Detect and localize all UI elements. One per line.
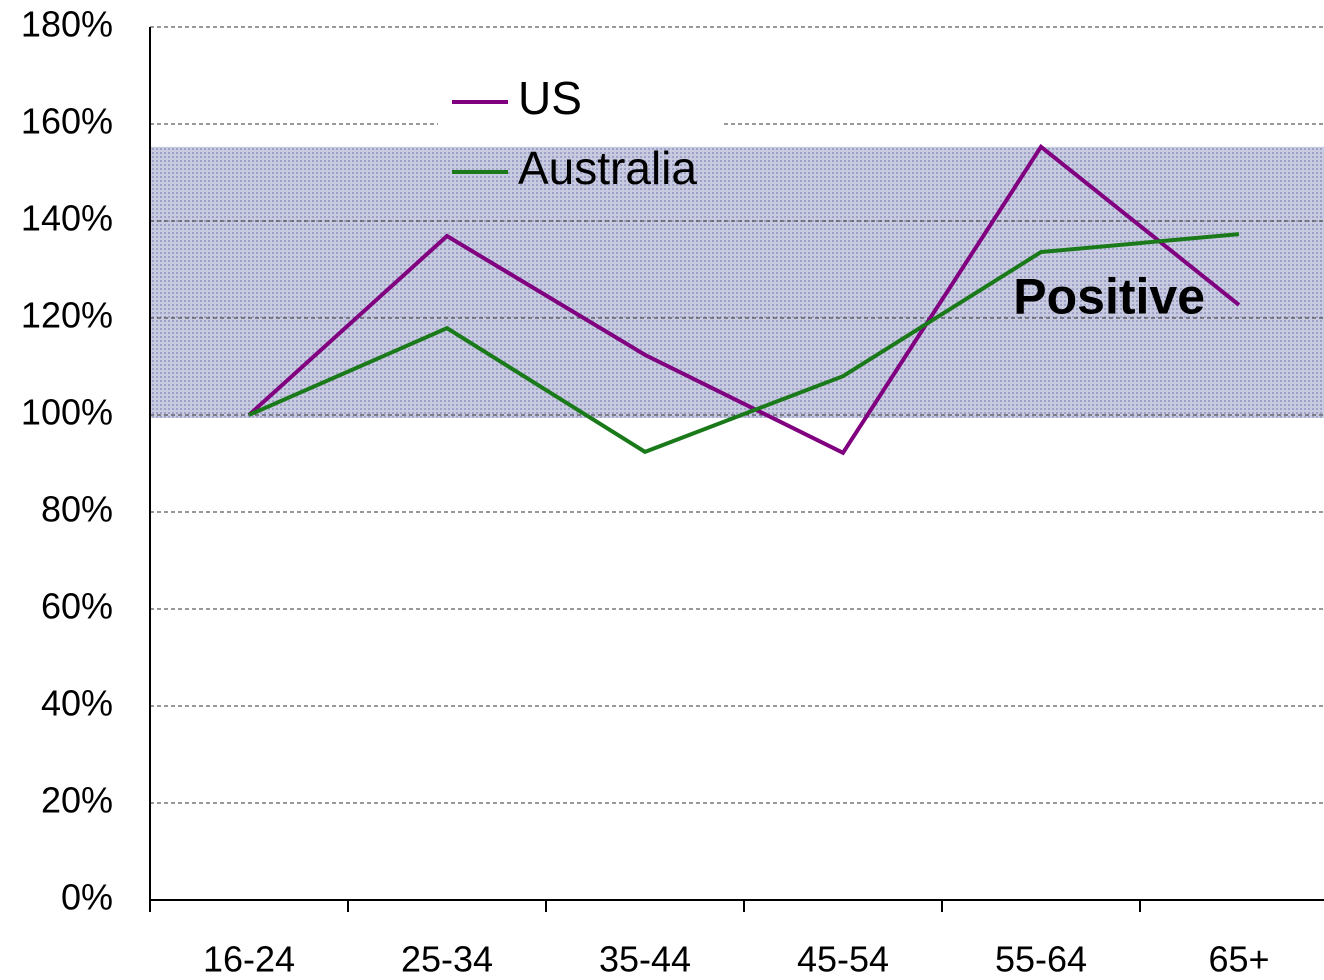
legend-label: US [518, 72, 582, 124]
y-tick-label: 60% [41, 586, 113, 627]
y-tick-label: 40% [41, 683, 113, 724]
y-tick-label: 180% [21, 4, 113, 45]
x-tick-label: 45-54 [797, 939, 889, 980]
y-tick-label: 80% [41, 489, 113, 530]
line-series [247, 143, 1241, 456]
y-tick-label: 0% [61, 877, 113, 918]
annotation-label: Positive [1013, 269, 1205, 325]
y-tick-label: 160% [21, 101, 113, 142]
x-tick-label: 35-44 [599, 939, 691, 980]
x-tick-label: 65+ [1208, 939, 1269, 980]
x-tick-label: 55-64 [995, 939, 1087, 980]
y-tick-label: 20% [41, 780, 113, 821]
y-tick-label: 140% [21, 198, 113, 239]
x-tick-label: 16-24 [203, 939, 295, 980]
legend-label: Australia [518, 142, 697, 194]
y-tick-label: 120% [21, 295, 113, 336]
x-tick-label: 25-34 [401, 939, 493, 980]
y-tick-label: 100% [21, 392, 113, 433]
line-series [248, 232, 1240, 455]
legend-box [438, 70, 722, 140]
